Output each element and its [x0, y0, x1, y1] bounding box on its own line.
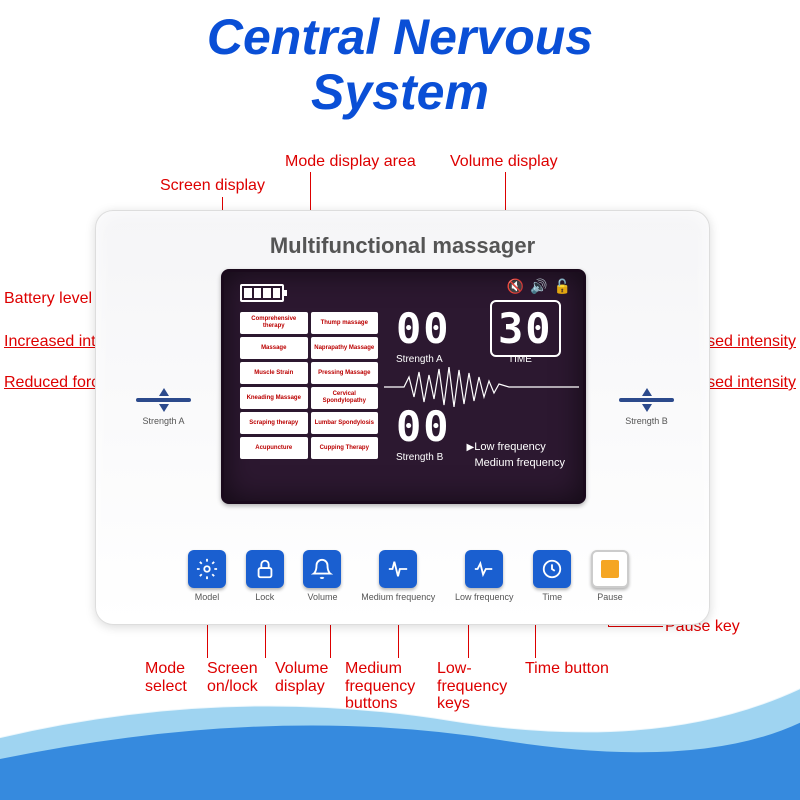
down-icon: [159, 404, 169, 412]
clock-icon: [533, 550, 571, 588]
callout-reduced-force: Reduced force: [4, 374, 108, 392]
mode-cell: Cupping Therapy: [311, 437, 379, 459]
down-icon: [642, 404, 652, 412]
callout-mode-select: Mode select: [145, 660, 195, 695]
mode-cell: Lumbar Spondylosis: [311, 412, 379, 434]
mode-cell: Naprapathy Massage: [311, 337, 379, 359]
callout-screen-lock: Screen on/lock: [207, 660, 267, 695]
mode-cell: Massage: [240, 337, 308, 359]
lock-button[interactable]: Lock: [246, 550, 284, 602]
frequency-labels: ▶Low frequency Medium frequency: [467, 440, 566, 471]
strength-a-control[interactable]: Strength A: [136, 386, 191, 426]
callout-volume-disp: Volume display: [275, 660, 340, 695]
callout-volume-display: Volume display: [450, 153, 558, 171]
up-icon: [159, 388, 169, 396]
pause-icon: [591, 550, 629, 588]
mode-cell: Pressing Massage: [311, 362, 379, 384]
decorative-swoosh: [0, 630, 800, 800]
mode-cell: Thump massage: [311, 312, 379, 334]
status-icons: 🔇 🔊 🔓: [507, 278, 571, 295]
mode-cell: Cervical Spondylopathy: [311, 387, 379, 409]
strength-b-value: 00: [396, 402, 451, 451]
mode-cell: Scraping therapy: [240, 412, 308, 434]
lock-icon: [246, 550, 284, 588]
button-row: Model Lock Volume Medium frequency Low frequ…: [188, 550, 629, 602]
up-icon: [642, 388, 652, 396]
mode-cell: Kneading Massage: [240, 387, 308, 409]
gear-icon: [188, 550, 226, 588]
strength-b-control[interactable]: Strength B: [619, 386, 674, 426]
callout-low-freq: Low-frequency keys: [437, 660, 517, 713]
unlock-icon: 🔓: [554, 278, 571, 295]
waveform-icon: [384, 367, 579, 407]
device-panel: Multifunctional massager Strength A Stre…: [95, 210, 710, 625]
model-button[interactable]: Model: [188, 550, 226, 602]
mode-grid: Comprehensive therapyThump massageMassag…: [240, 312, 378, 459]
sound-icon: 🔊: [530, 278, 547, 295]
mode-cell: Acupuncture: [240, 437, 308, 459]
mode-cell: Muscle Strain: [240, 362, 308, 384]
time-button[interactable]: Time: [533, 550, 571, 602]
bell-icon: [303, 550, 341, 588]
strength-a-value: 00: [396, 304, 451, 353]
pulse2-icon: [465, 550, 503, 588]
callout-mode-display: Mode display area: [285, 153, 416, 171]
time-value: 30: [490, 300, 561, 357]
med-freq-button[interactable]: Medium frequency: [361, 550, 435, 602]
pulse-icon: [379, 550, 417, 588]
mode-cell: Comprehensive therapy: [240, 312, 308, 334]
device-title: Multifunctional massager: [96, 233, 709, 259]
callout-screen-display: Screen display: [160, 177, 265, 195]
low-freq-button[interactable]: Low frequency: [455, 550, 514, 602]
battery-icon: [240, 284, 284, 302]
mute-icon: 🔇: [507, 278, 524, 295]
main-title: Central NervousSystem: [0, 10, 800, 120]
lcd-screen: 🔇 🔊 🔓 Comprehensive therapyThump massage…: [221, 269, 586, 504]
callout-time-btn: Time button: [525, 660, 609, 678]
volume-button[interactable]: Volume: [303, 550, 341, 602]
pause-button[interactable]: Pause: [591, 550, 629, 602]
callout-med-freq: Medium frequency buttons: [345, 660, 425, 713]
